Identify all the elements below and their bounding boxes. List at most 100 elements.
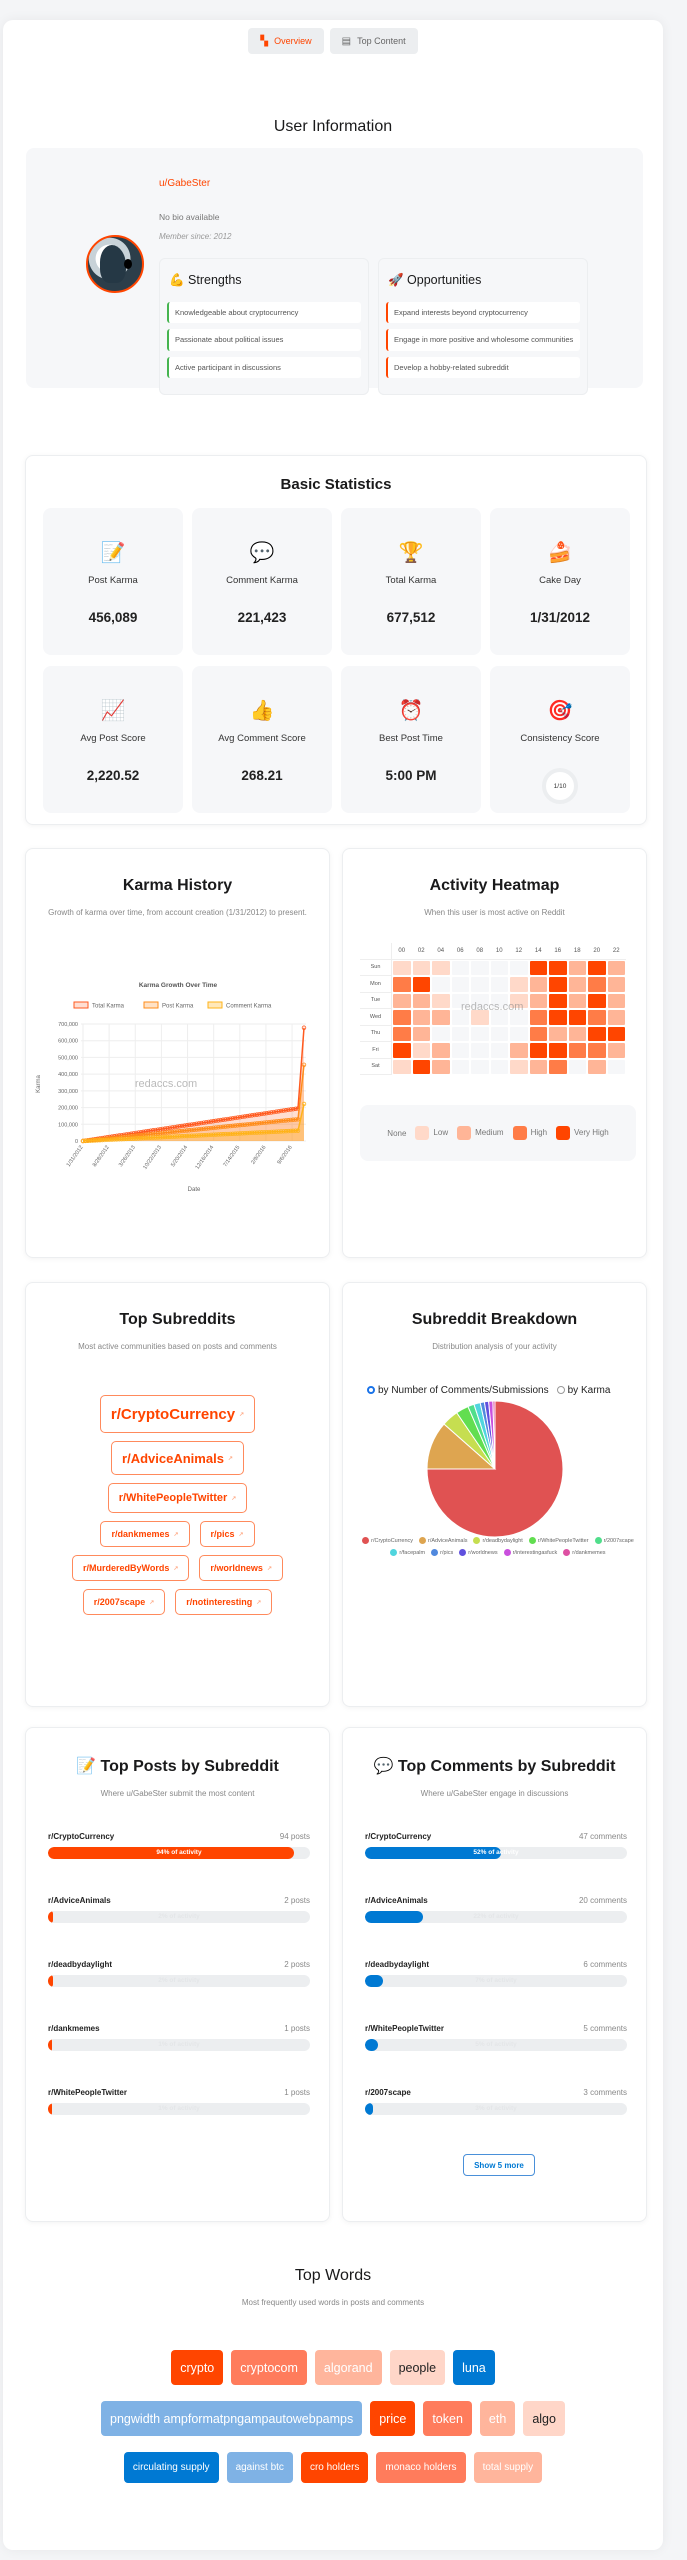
- subreddit-name[interactable]: r/deadbydaylight: [48, 1960, 113, 1969]
- heatmap-cell[interactable]: [509, 959, 529, 976]
- legend-item[interactable]: r/dankmemes: [563, 1547, 606, 1559]
- heatmap-cell[interactable]: [509, 992, 529, 1009]
- username[interactable]: u/GabeSter: [159, 178, 211, 189]
- heatmap-cell[interactable]: [587, 1058, 607, 1075]
- heatmap-cell[interactable]: [431, 1025, 451, 1042]
- tab-overview[interactable]: ▚ Overview: [248, 28, 324, 54]
- legend-item[interactable]: r/interestingasfuck: [503, 1547, 557, 1559]
- subreddit-name[interactable]: r/CryptoCurrency: [48, 1832, 115, 1841]
- subreddit-name[interactable]: r/AdviceAnimals: [365, 1896, 428, 1905]
- heatmap-cell[interactable]: [470, 976, 490, 993]
- heatmap-cell[interactable]: [509, 1042, 529, 1059]
- heatmap-cell[interactable]: [606, 1058, 626, 1075]
- heatmap-cell[interactable]: [587, 959, 607, 976]
- subreddit-link[interactable]: r/2007scape ↗: [82, 1589, 166, 1615]
- heatmap-cell[interactable]: [528, 959, 548, 976]
- subreddit-name[interactable]: r/dankmemes: [48, 2024, 100, 2033]
- heatmap-cell[interactable]: [411, 1042, 431, 1059]
- subreddit-name[interactable]: r/CryptoCurrency: [365, 1832, 432, 1841]
- radio-by-count[interactable]: by Number of Comments/Submissions: [367, 1385, 549, 1396]
- tab-top-content[interactable]: ▤ Top Content: [329, 28, 418, 54]
- heatmap-cell[interactable]: [528, 976, 548, 993]
- heatmap-cell[interactable]: [470, 1058, 490, 1075]
- heatmap-cell[interactable]: [411, 959, 431, 976]
- heatmap-cell[interactable]: [450, 1025, 470, 1042]
- heatmap-cell[interactable]: [548, 976, 568, 993]
- heatmap-cell[interactable]: [489, 1025, 509, 1042]
- heatmap-cell[interactable]: [509, 1025, 529, 1042]
- heatmap-cell[interactable]: [392, 1042, 412, 1059]
- heatmap-cell[interactable]: [567, 1025, 587, 1042]
- heatmap-cell[interactable]: [606, 976, 626, 993]
- heatmap-cell[interactable]: [567, 1042, 587, 1059]
- heatmap-cell[interactable]: [411, 1025, 431, 1042]
- legend-item[interactable]: r/WhitePeopleTwitter: [528, 1535, 589, 1547]
- heatmap-cell[interactable]: [567, 976, 587, 993]
- heatmap-cell[interactable]: [431, 992, 451, 1009]
- heatmap-cell[interactable]: [411, 1058, 431, 1075]
- heatmap-cell[interactable]: [509, 976, 529, 993]
- heatmap-cell[interactable]: [450, 976, 470, 993]
- heatmap-cell[interactable]: [528, 1058, 548, 1075]
- heatmap-cell[interactable]: [528, 1042, 548, 1059]
- heatmap-cell[interactable]: [411, 992, 431, 1009]
- heatmap-cell[interactable]: [587, 992, 607, 1009]
- subreddit-link[interactable]: r/WhitePeopleTwitter ↗: [107, 1483, 248, 1513]
- heatmap-cell[interactable]: [587, 1042, 607, 1059]
- heatmap-cell[interactable]: [528, 992, 548, 1009]
- heatmap-cell[interactable]: [548, 1042, 568, 1059]
- legend-item[interactable]: r/2007scape: [594, 1535, 634, 1547]
- subreddit-name[interactable]: r/WhitePeopleTwitter: [365, 2024, 444, 2033]
- heatmap-cell[interactable]: [587, 1025, 607, 1042]
- heatmap-cell[interactable]: [411, 1009, 431, 1026]
- heatmap-cell[interactable]: [489, 1042, 509, 1059]
- heatmap-cell[interactable]: [470, 1042, 490, 1059]
- heatmap-cell[interactable]: [489, 976, 509, 993]
- subreddit-link[interactable]: r/CryptoCurrency ↗: [99, 1395, 256, 1433]
- heatmap-cell[interactable]: [548, 1025, 568, 1042]
- heatmap-cell[interactable]: [392, 1025, 412, 1042]
- heatmap-cell[interactable]: [489, 1009, 509, 1026]
- heatmap-cell[interactable]: [509, 1058, 529, 1075]
- heatmap-cell[interactable]: [606, 1025, 626, 1042]
- heatmap-cell[interactable]: [509, 1009, 529, 1026]
- legend-item[interactable]: r/pics: [431, 1547, 453, 1559]
- subreddit-link[interactable]: r/MurderedByWords ↗: [72, 1555, 190, 1581]
- heatmap-cell[interactable]: [470, 1009, 490, 1026]
- heatmap-cell[interactable]: [392, 959, 412, 976]
- heatmap-cell[interactable]: [567, 992, 587, 1009]
- heatmap-cell[interactable]: [431, 1042, 451, 1059]
- legend-item[interactable]: r/deadbydaylight: [473, 1535, 523, 1547]
- heatmap-cell[interactable]: [489, 992, 509, 1009]
- heatmap-cell[interactable]: [567, 1009, 587, 1026]
- legend-item[interactable]: r/CryptoCurrency: [362, 1535, 413, 1547]
- radio-by-karma[interactable]: by Karma: [556, 1385, 610, 1396]
- heatmap-cell[interactable]: [431, 1058, 451, 1075]
- heatmap-cell[interactable]: [431, 959, 451, 976]
- heatmap-cell[interactable]: [411, 976, 431, 993]
- heatmap-cell[interactable]: [392, 1058, 412, 1075]
- heatmap-cell[interactable]: [450, 959, 470, 976]
- heatmap-cell[interactable]: [567, 1058, 587, 1075]
- heatmap-cell[interactable]: [470, 959, 490, 976]
- subreddit-link[interactable]: r/pics ↗: [199, 1521, 255, 1547]
- heatmap-cell[interactable]: [450, 1009, 470, 1026]
- show-more-button[interactable]: Show 5 more: [463, 2154, 535, 2176]
- legend-item[interactable]: r/AdviceAnimals: [419, 1535, 467, 1547]
- heatmap-cell[interactable]: [548, 1009, 568, 1026]
- subreddit-name[interactable]: r/2007scape: [365, 2088, 411, 2097]
- legend-item[interactable]: r/facepalm: [390, 1547, 425, 1559]
- heatmap-cell[interactable]: [548, 1058, 568, 1075]
- heatmap-cell[interactable]: [548, 992, 568, 1009]
- radio-selected-icon[interactable]: [367, 1386, 375, 1395]
- heatmap-cell[interactable]: [587, 976, 607, 993]
- heatmap-cell[interactable]: [528, 1025, 548, 1042]
- subreddit-link[interactable]: r/AdviceAnimals ↗: [111, 1441, 244, 1475]
- subreddit-link[interactable]: r/dankmemes ↗: [100, 1521, 190, 1547]
- heatmap-cell[interactable]: [450, 1058, 470, 1075]
- heatmap-cell[interactable]: [567, 959, 587, 976]
- heatmap-cell[interactable]: [431, 976, 451, 993]
- subreddit-name[interactable]: r/deadbydaylight: [365, 1960, 430, 1969]
- heatmap-cell[interactable]: [606, 1009, 626, 1026]
- heatmap-cell[interactable]: [431, 1009, 451, 1026]
